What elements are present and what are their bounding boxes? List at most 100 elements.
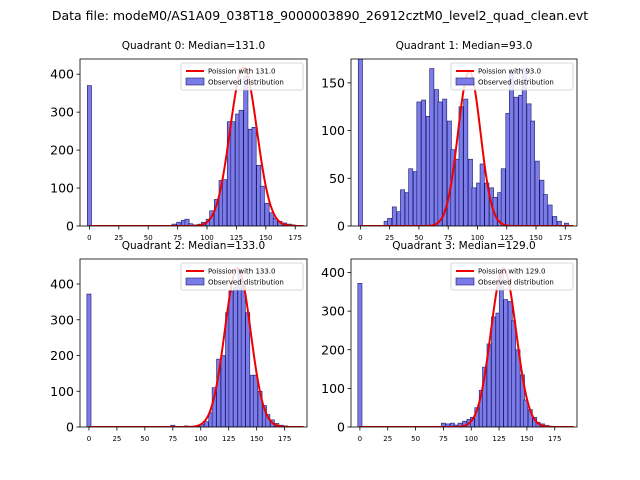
legend-box <box>450 62 574 91</box>
x-tick-label: 50 <box>411 435 420 443</box>
y-tick-label: 200 <box>50 143 74 158</box>
x-tick-label: 75 <box>168 435 177 443</box>
y-tick-label: 0 <box>66 420 74 435</box>
quadrant-title: Quadrant 3: Median=129.0 <box>392 240 535 252</box>
histogram-bar <box>391 206 397 226</box>
y-tick-label: 100 <box>50 181 74 196</box>
legend-line-label: Poission with 133.0 <box>208 268 276 276</box>
histogram-bar <box>500 168 506 226</box>
x-tick-label: 150 <box>529 234 542 242</box>
histogram-bar <box>357 283 363 427</box>
histogram-bar <box>521 68 527 226</box>
x-tick-label: 25 <box>114 234 123 242</box>
y-tick-label: 400 <box>50 277 74 292</box>
figure-title: Data file: modeM0/AS1A09_038T18_90000038… <box>52 8 588 23</box>
axes-frame <box>79 258 308 428</box>
x-tick-label: 100 <box>194 435 207 443</box>
histogram-bar <box>457 422 463 427</box>
x-tick-label: 125 <box>492 435 505 443</box>
histogram-bar <box>228 290 234 427</box>
histogram-bars <box>86 66 304 226</box>
histogram-bar <box>542 194 548 226</box>
histogram-bar <box>387 218 393 226</box>
x-tick-label: 125 <box>230 234 243 242</box>
y-tick-label: 400 <box>321 265 345 280</box>
poisson-curve <box>89 66 304 226</box>
y-tick-label: 300 <box>50 312 74 327</box>
legend: Poission with 93.0 Observed distribution <box>450 62 574 91</box>
histogram-bar <box>547 204 553 226</box>
y-tick-label: 200 <box>321 342 345 357</box>
histogram-bar <box>416 101 422 226</box>
x-tick-label: 75 <box>439 435 448 443</box>
histogram-bar <box>400 189 405 226</box>
histogram-bar <box>482 366 487 427</box>
legend-line-label: Poission with 93.0 <box>478 68 541 76</box>
quadrant-title: Quadrant 0: Median=131.0 <box>122 40 265 52</box>
legend-line-label: Poission with 129.0 <box>478 268 546 276</box>
x-tick-label: 0 <box>358 435 362 443</box>
histogram-bar <box>188 223 193 226</box>
histogram-bar <box>442 98 448 226</box>
x-tick-label: 100 <box>465 435 478 443</box>
x-tick-label: 100 <box>200 234 213 242</box>
histogram-bar <box>230 121 236 226</box>
x-tick-label: 150 <box>259 234 272 242</box>
poisson-curve <box>88 266 304 427</box>
quadrant-0-panel: 0 25 50 75 100 125 150 175 0 100 200 300 400 Quadrant… <box>50 40 308 242</box>
quadrant-title: Quadrant 2: Median=133.0 <box>122 240 265 252</box>
y-tick-label: 50 <box>329 171 345 186</box>
legend-line-label: Poission with 131.0 <box>208 68 276 76</box>
histogram-bar <box>534 160 540 226</box>
legend-bar-swatch <box>455 277 475 286</box>
x-tick-label: 0 <box>87 234 91 242</box>
x-tick-label: 50 <box>144 234 153 242</box>
legend-bar-label: Observed distribution <box>208 279 284 287</box>
histogram-bar <box>471 187 477 226</box>
y-tick-label: 0 <box>337 420 345 435</box>
legend-box <box>450 262 574 291</box>
x-tick-label: 150 <box>250 435 263 443</box>
x-tick-label: 75 <box>444 234 453 242</box>
y-tick-label: 300 <box>321 304 345 319</box>
histogram-bar <box>357 59 363 226</box>
x-tick-label: 25 <box>112 435 121 443</box>
x-tick-label: 175 <box>548 435 561 443</box>
histogram-bar <box>429 68 435 226</box>
y-tick-label: 100 <box>321 381 345 396</box>
legend-bar-label: Observed distribution <box>478 79 554 87</box>
histogram-bar <box>491 316 496 427</box>
quadrant-3-panel: 0 25 50 75 100 125 150 175 0 100 200 300 400 Quadrant… <box>321 240 578 443</box>
histogram-bar <box>253 374 258 427</box>
histogram-bar <box>564 222 569 226</box>
histogram-bar <box>86 293 92 427</box>
y-tick-label: 400 <box>50 67 74 82</box>
histogram-bar <box>437 101 443 226</box>
legend-bar-label: Observed distribution <box>208 79 284 87</box>
histogram-bar <box>245 312 251 427</box>
x-tick-label: 0 <box>87 435 91 443</box>
histogram-bar <box>421 99 427 226</box>
legend-bar-label: Observed distribution <box>478 279 554 287</box>
x-tick-label: 0 <box>358 234 362 242</box>
histogram-bar <box>513 96 519 226</box>
y-tick-label: 200 <box>50 348 74 363</box>
histogram-bar <box>238 109 244 226</box>
histogram-bar <box>498 272 504 427</box>
x-tick-label: 125 <box>500 234 513 242</box>
histogram-bar <box>557 220 562 226</box>
histogram-bars <box>86 266 304 427</box>
histogram-bar <box>259 185 265 226</box>
histogram-bar <box>86 85 92 226</box>
histogram-bar <box>511 320 516 427</box>
histogram-bar <box>222 179 228 226</box>
axes-frame <box>350 58 578 227</box>
histogram-bar <box>264 202 270 226</box>
legend-bar-swatch <box>185 77 205 86</box>
x-tick-label: 50 <box>414 234 423 242</box>
x-tick-label: 175 <box>278 435 291 443</box>
histogram-bars <box>357 267 574 427</box>
legend: Poission with 129.0 Observed distribution <box>450 262 574 291</box>
y-tick-label: 150 <box>321 75 345 90</box>
